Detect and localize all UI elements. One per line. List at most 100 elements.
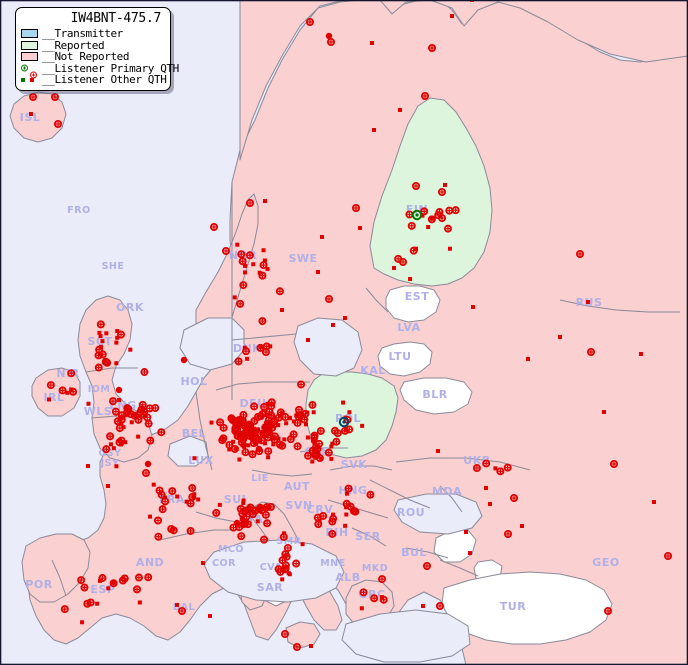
listener-primary-qth-marker[interactable] [236, 504, 245, 513]
listener-other-qth-marker[interactable] [287, 415, 292, 420]
listener-other-qth-marker[interactable] [86, 464, 90, 468]
listener-other-qth-marker[interactable] [235, 242, 240, 247]
listener-other-qth-marker[interactable] [175, 494, 180, 499]
arctic-north-landmass[interactable] [239, 0, 688, 161]
listener-primary-qth-marker[interactable] [219, 423, 228, 432]
listener-other-qth-marker[interactable] [247, 425, 252, 430]
listener-other-qth-marker[interactable] [245, 356, 250, 361]
listener-other-qth-marker[interactable] [263, 199, 268, 204]
listener-other-qth-marker[interactable] [243, 512, 248, 517]
listener-other-qth-marker[interactable] [310, 452, 315, 457]
iceland-region[interactable] [9, 91, 67, 143]
listener-primary-qth-marker[interactable] [141, 468, 150, 477]
listener-other-qth-marker[interactable] [106, 484, 110, 488]
listener-other-qth-marker-large[interactable] [233, 519, 241, 527]
listener-primary-qth-marker[interactable] [134, 573, 143, 582]
listener-other-qth-marker[interactable] [192, 456, 197, 461]
listener-other-qth-marker[interactable] [265, 413, 270, 418]
listener-primary-qth-marker[interactable] [286, 435, 295, 444]
listener-primary-qth-marker[interactable] [305, 17, 314, 26]
listener-other-qth-marker[interactable] [208, 614, 212, 618]
listener-primary-qth-marker[interactable] [77, 576, 86, 585]
listener-other-qth-marker[interactable] [227, 447, 232, 452]
listener-other-qth-marker[interactable] [317, 518, 322, 523]
listener-other-qth-marker[interactable] [398, 108, 402, 112]
listener-other-qth-marker-large[interactable] [180, 356, 188, 364]
listener-other-qth-marker-large[interactable] [325, 32, 333, 40]
listener-primary-qth-marker[interactable] [411, 181, 420, 190]
listener-primary-qth-marker[interactable] [98, 574, 107, 583]
listener-primary-qth-marker[interactable] [51, 93, 60, 102]
listener-other-qth-marker[interactable] [232, 295, 237, 300]
listener-other-qth-marker[interactable] [271, 442, 276, 447]
listener-primary-qth-marker[interactable] [308, 400, 317, 409]
listener-other-qth-marker[interactable] [392, 266, 396, 270]
listener-other-qth-marker[interactable] [148, 514, 153, 519]
listener-primary-qth-marker[interactable] [188, 484, 197, 493]
listener-other-qth-marker[interactable] [586, 300, 590, 304]
listener-other-qth-marker[interactable] [329, 444, 334, 449]
listener-other-qth-marker-large[interactable] [255, 445, 263, 453]
listener-primary-qth-marker[interactable] [169, 526, 178, 535]
listener-other-qth-marker[interactable] [282, 437, 287, 442]
listener-other-qth-marker[interactable] [464, 530, 468, 534]
listener-other-qth-marker[interactable] [263, 441, 268, 446]
listener-primary-qth-marker[interactable] [94, 363, 103, 372]
listener-other-qth-marker[interactable] [262, 424, 267, 429]
listener-other-qth-marker[interactable] [231, 439, 236, 444]
listener-primary-qth-marker[interactable] [67, 369, 76, 378]
listener-primary-qth-marker[interactable] [319, 511, 328, 520]
listener-primary-qth-marker[interactable] [260, 402, 269, 411]
listener-other-qth-marker[interactable] [300, 542, 305, 547]
listener-other-qth-marker[interactable] [303, 422, 308, 427]
listener-other-qth-marker[interactable] [265, 401, 270, 406]
listener-other-qth-marker[interactable] [280, 577, 285, 582]
listener-other-qth-marker[interactable] [86, 401, 91, 406]
transmitter-marker-2[interactable] [411, 209, 423, 221]
listener-other-qth-marker[interactable] [429, 216, 434, 221]
listener-other-qth-marker[interactable] [276, 423, 281, 428]
listener-other-qth-marker[interactable] [111, 446, 116, 451]
listener-primary-qth-marker[interactable] [398, 257, 407, 266]
listener-primary-qth-marker[interactable] [177, 607, 186, 616]
listener-other-qth-marker[interactable] [129, 420, 134, 425]
listener-primary-qth-marker[interactable] [46, 381, 55, 390]
listener-primary-qth-marker[interactable] [80, 583, 89, 592]
listener-other-qth-marker[interactable] [421, 604, 425, 608]
listener-primary-qth-marker[interactable] [133, 585, 142, 594]
listener-other-qth-marker[interactable] [119, 421, 124, 426]
listener-other-qth-marker[interactable] [341, 400, 346, 405]
listener-other-qth-marker[interactable] [117, 398, 122, 403]
listener-primary-qth-marker[interactable] [258, 317, 267, 326]
listener-primary-qth-marker[interactable] [94, 351, 103, 360]
listener-other-qth-marker[interactable] [262, 258, 267, 263]
listener-other-qth-marker[interactable] [234, 446, 239, 451]
listener-other-qth-marker[interactable] [97, 330, 102, 335]
listener-primary-qth-marker[interactable] [422, 562, 431, 571]
listener-other-qth-marker[interactable] [254, 442, 259, 447]
listener-primary-qth-marker[interactable] [117, 330, 126, 339]
listener-other-qth-marker[interactable] [447, 246, 452, 251]
listener-primary-qth-marker[interactable] [576, 249, 585, 258]
listener-primary-qth-marker[interactable] [420, 92, 429, 101]
listener-other-qth-marker[interactable] [268, 344, 273, 349]
listener-primary-qth-marker[interactable] [275, 287, 284, 296]
listener-primary-qth-marker[interactable] [443, 224, 452, 233]
listener-other-qth-marker[interactable] [347, 410, 352, 415]
listener-other-qth-marker[interactable] [241, 498, 246, 503]
listener-primary-qth-marker[interactable] [451, 206, 460, 215]
listener-other-qth-marker[interactable] [259, 430, 264, 435]
listener-other-qth-marker[interactable] [272, 435, 277, 440]
listener-primary-qth-marker[interactable] [503, 463, 512, 472]
listener-primary-qth-marker[interactable] [351, 507, 360, 516]
listener-other-qth-marker[interactable] [246, 508, 251, 513]
listener-other-qth-marker[interactable] [237, 457, 242, 462]
listener-other-qth-marker[interactable] [266, 455, 271, 460]
listener-other-qth-marker[interactable] [602, 410, 606, 414]
lithuania-region[interactable] [377, 341, 433, 377]
listener-other-qth-marker[interactable] [343, 523, 348, 528]
listener-primary-qth-marker[interactable] [366, 490, 375, 499]
listener-other-qth-marker[interactable] [106, 586, 111, 591]
listener-primary-qth-marker[interactable] [437, 187, 446, 196]
listener-primary-qth-marker[interactable] [283, 543, 292, 552]
